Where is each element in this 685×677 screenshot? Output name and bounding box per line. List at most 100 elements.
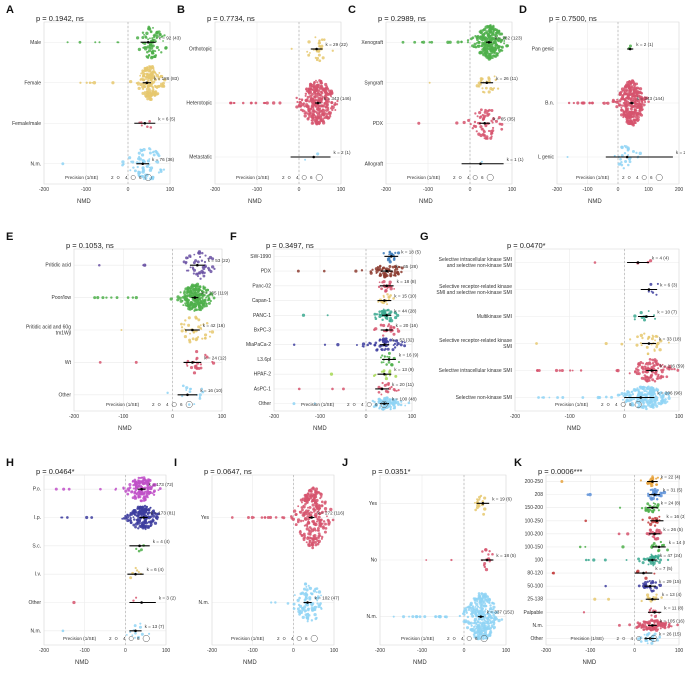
data-point xyxy=(625,559,628,561)
data-point xyxy=(660,401,664,405)
data-point xyxy=(315,616,318,620)
data-point xyxy=(197,318,201,322)
y-tick-label-line: 80-120 xyxy=(527,571,543,577)
data-point xyxy=(154,54,158,57)
data-point xyxy=(636,117,639,120)
y-tick-label-line: 25-138 xyxy=(527,597,543,603)
data-point xyxy=(603,558,607,562)
data-point xyxy=(305,588,309,592)
y-tick-label: 100-200 xyxy=(525,531,544,537)
data-point xyxy=(639,333,644,338)
data-point xyxy=(388,369,392,373)
legend-value: 2 xyxy=(152,402,155,407)
data-point xyxy=(604,395,608,399)
mean-point xyxy=(312,155,315,159)
data-point xyxy=(137,47,142,52)
x-tick-label: 0 xyxy=(298,187,301,193)
data-point xyxy=(645,532,649,536)
data-point xyxy=(657,367,660,370)
data-point xyxy=(184,302,187,305)
data-point xyxy=(150,30,152,33)
data-point xyxy=(651,517,655,521)
data-point xyxy=(491,31,495,35)
p-value: p = 0.0464* xyxy=(36,467,75,476)
data-point xyxy=(653,317,657,320)
y-tick-label: PDX xyxy=(373,121,384,127)
data-point xyxy=(314,99,317,102)
k-label: k = 10 (7) xyxy=(657,310,677,315)
data-point xyxy=(317,590,322,594)
data-point xyxy=(584,558,588,562)
data-point xyxy=(490,108,494,112)
data-point xyxy=(503,40,506,42)
y-tick-label: Metastatic xyxy=(189,155,212,161)
y-tick-label-line: Pritidic acid xyxy=(45,263,71,269)
precision-legend: Precision (1/SE) 2 4 6 xyxy=(236,174,323,181)
data-point xyxy=(479,598,483,602)
x-tick-label: -100 xyxy=(417,648,427,654)
data-point xyxy=(194,338,198,342)
mean-point xyxy=(140,487,143,491)
data-point xyxy=(484,124,488,128)
data-point xyxy=(309,592,313,595)
mean-point xyxy=(485,81,489,85)
data-point xyxy=(376,268,379,271)
y-tick-label: Allograft xyxy=(365,161,384,167)
x-tick-label: -200 xyxy=(375,648,385,654)
data-point xyxy=(615,369,619,372)
data-point xyxy=(642,394,645,397)
data-point xyxy=(307,40,311,44)
data-point xyxy=(387,383,390,387)
data-point xyxy=(312,88,316,92)
data-point xyxy=(318,512,322,516)
k-label: k = 16 (9) xyxy=(399,352,419,357)
y-tick-label-line: No xyxy=(371,558,378,564)
data-point xyxy=(141,31,145,34)
precision-legend: Precision (1/SE) 2 4 6 xyxy=(231,635,318,642)
data-point xyxy=(628,86,632,91)
data-point xyxy=(653,364,656,367)
x-tick-label: 100 xyxy=(644,187,653,193)
data-point xyxy=(320,116,323,119)
y-tick-label-line: S.c. xyxy=(32,543,41,549)
data-point xyxy=(651,406,655,409)
data-point xyxy=(492,48,497,53)
data-point xyxy=(465,611,468,614)
data-point xyxy=(316,526,320,530)
data-point xyxy=(152,88,155,91)
data-point xyxy=(139,507,143,512)
data-point xyxy=(636,395,639,398)
data-point xyxy=(658,348,662,352)
data-point xyxy=(467,118,471,123)
data-point xyxy=(121,163,124,167)
data-point xyxy=(491,552,494,556)
data-point xyxy=(336,342,340,347)
legend-value: 2 xyxy=(282,175,285,180)
precision-legend: Precision (1/SE) 2 4 6 xyxy=(407,174,494,181)
y-tick-label: N.m. xyxy=(532,623,543,629)
data-point xyxy=(153,483,157,487)
data-point xyxy=(115,487,118,490)
data-point xyxy=(388,253,391,256)
data-point xyxy=(645,379,648,382)
y-tick-label: P.o. xyxy=(33,487,41,493)
plot-frame xyxy=(514,248,680,412)
data-point xyxy=(166,391,169,395)
data-point xyxy=(604,341,608,346)
data-point xyxy=(654,396,659,400)
data-point xyxy=(133,169,137,173)
data-point xyxy=(313,402,317,405)
data-point xyxy=(162,40,164,42)
data-point xyxy=(488,634,491,637)
data-point xyxy=(560,480,564,484)
data-point xyxy=(655,404,659,408)
data-point xyxy=(270,601,273,604)
data-point xyxy=(308,586,313,591)
data-point xyxy=(382,369,386,373)
data-point xyxy=(160,35,163,38)
data-point xyxy=(466,615,470,619)
data-point xyxy=(105,296,108,299)
p-value: p = 0.0647, ns xyxy=(204,467,252,476)
data-point xyxy=(126,513,129,517)
data-point xyxy=(194,305,197,308)
